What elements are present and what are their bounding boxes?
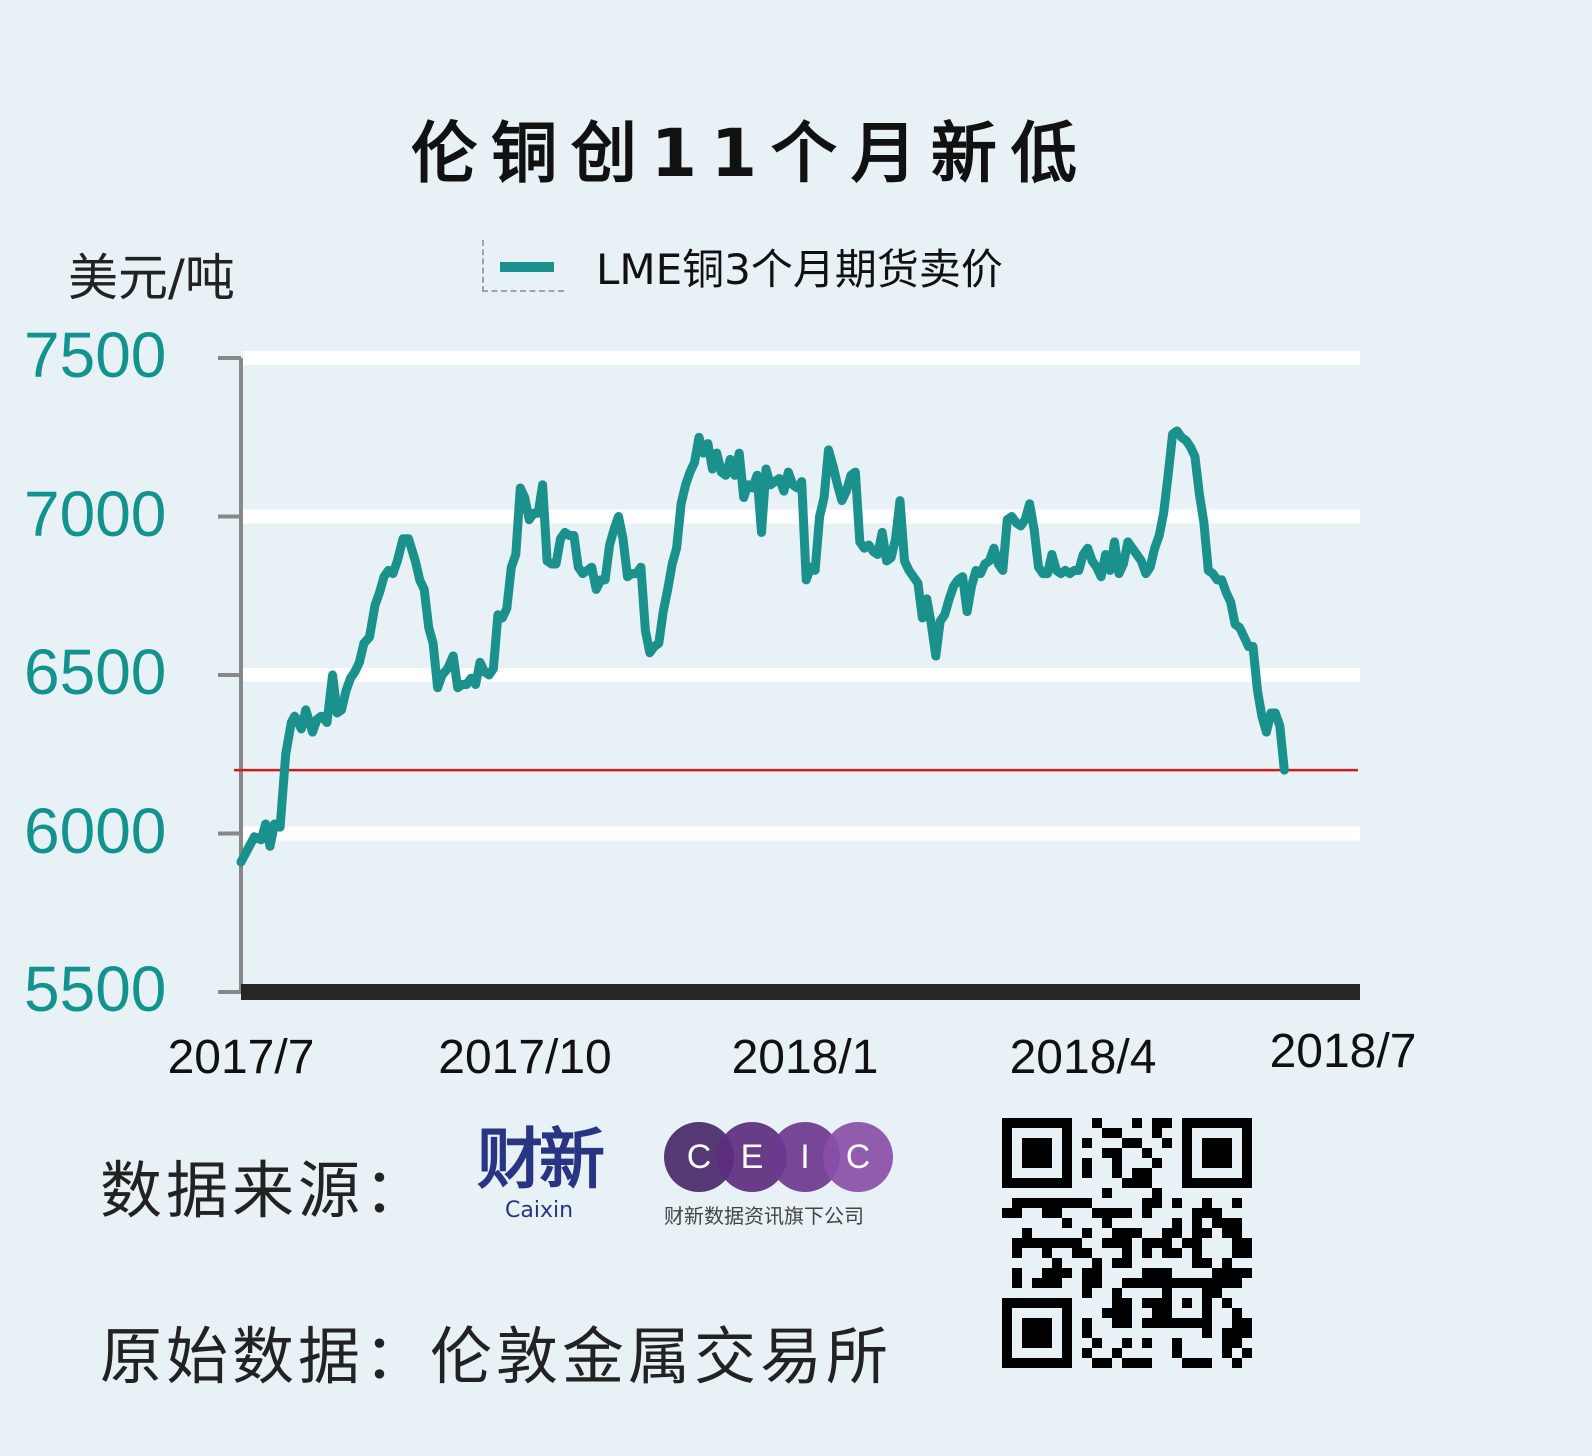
- x-tick-label: 2017/7: [167, 1031, 315, 1084]
- data-source-label: 数据来源：: [100, 1154, 431, 1227]
- caixin-logo: 财新 Caixin: [460, 1122, 618, 1224]
- ceic-subtitle: 财新数据资讯旗下公司: [664, 1204, 864, 1228]
- x-axis-baseline: [241, 984, 1360, 1000]
- x-tick-label: 2017/10: [438, 1031, 612, 1084]
- caixin-logo-en: Caixin: [504, 1198, 574, 1223]
- x-tick-label: 2018/4: [1009, 1031, 1157, 1084]
- legend-label: LME铜3个月期货卖价: [596, 244, 1003, 294]
- ceic-logo-circle: C: [823, 1122, 893, 1192]
- legend-swatch-frame: [482, 240, 564, 292]
- y-tick-label: 5500: [24, 953, 167, 1025]
- y-tick-label: 7000: [24, 477, 167, 550]
- y-axis-unit-label: 美元/吨: [68, 249, 235, 307]
- chart-title: 伦铜创11个月新低: [411, 115, 1091, 192]
- x-tick-label: 2018/7: [1269, 1025, 1417, 1078]
- line-chart-plot: [218, 351, 1360, 1000]
- y-tick-label: 6000: [24, 794, 167, 867]
- y-tick-label: 6500: [24, 636, 167, 708]
- caixin-logo-cn: 财新: [477, 1121, 605, 1198]
- series-line: [236, 426, 1289, 867]
- y-tick-label: 7500: [24, 319, 167, 391]
- raw-data-source: 原始数据：伦敦金属交易所: [100, 1320, 893, 1393]
- legend-line-icon: [500, 262, 554, 272]
- x-tick-label: 2018/1: [731, 1031, 879, 1084]
- legend: LME铜3个月期货卖价: [482, 238, 1003, 294]
- qr-code-icon: [1002, 1118, 1252, 1368]
